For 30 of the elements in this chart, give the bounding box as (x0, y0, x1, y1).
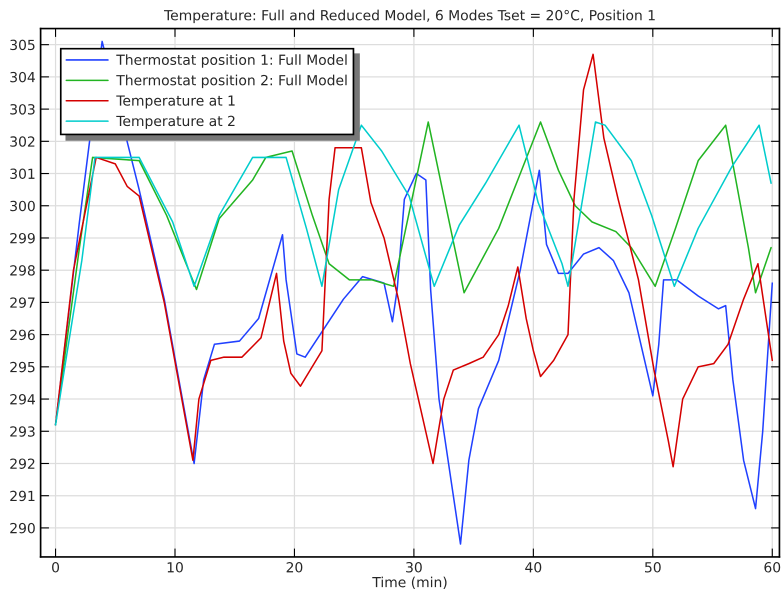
y-tick-label: 298 (10, 265, 35, 276)
line-series (54, 54, 774, 468)
x-tick-label: 30 (406, 562, 422, 573)
y-tick-label: 304 (10, 72, 35, 82)
x-axis-title: Time (min) (372, 576, 447, 589)
x-tick-label: 20 (286, 562, 302, 573)
legend-label: Thermostat position 2: Full Model (116, 74, 347, 88)
x-tick-label: 50 (645, 562, 661, 573)
y-tick-label: 292 (10, 458, 34, 469)
y-tick-label: 296 (10, 330, 35, 340)
legend-label: Temperature at 1 (116, 95, 235, 108)
y-tick-label: 293 (10, 426, 35, 437)
y-tick-label: 294 (10, 394, 35, 405)
y-tick-label: 301 (10, 168, 34, 180)
y-tick-label: 302 (10, 136, 34, 147)
x-tick-label: 60 (764, 562, 780, 573)
chart-title: Temperature: Full and Reduced Model, 6 Modes Tset = 20°C, Position 1 (164, 10, 655, 24)
y-tick-label: 305 (10, 40, 35, 50)
legend-label: Temperature at 2 (116, 116, 235, 129)
x-tick-label: 10 (168, 562, 183, 573)
x-tick-label: 0 (52, 562, 60, 573)
y-tick-label: 299 (10, 232, 35, 244)
y-tick-label: 300 (10, 200, 35, 212)
y-tick-label: 295 (10, 362, 35, 372)
y-tick-label: 291 (10, 490, 34, 502)
y-tick-label: 303 (10, 104, 35, 115)
x-tick-label: 40 (525, 562, 542, 573)
legend-label: Thermostat position 1: Full Model (116, 54, 347, 68)
y-tick-label: 290 (10, 522, 35, 534)
y-tick-label: 297 (10, 297, 35, 308)
